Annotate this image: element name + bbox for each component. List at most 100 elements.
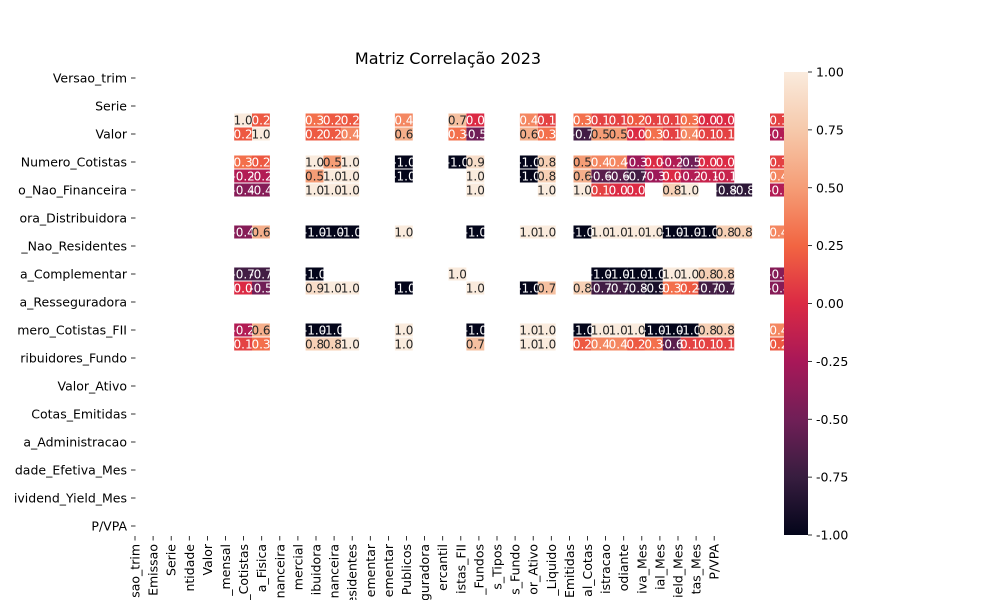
cell-value-label: 1.0 (609, 324, 628, 338)
heatmap-cell (716, 323, 735, 337)
heatmap-cell (519, 113, 538, 127)
cell-value-label: 1.0 (305, 184, 324, 198)
heatmap-cell (573, 127, 592, 141)
cell-value-label: 1.0 (341, 282, 360, 296)
colorbar-tick-label: 0.75 (816, 122, 844, 137)
cell-value-label: -1.0 (589, 268, 612, 282)
colorbar-tick-label: -0.75 (816, 470, 848, 485)
heatmap-cell (537, 155, 556, 169)
row-tick-label: ribuidores_Fundo (20, 351, 127, 366)
cell-value-label: -0.4 (249, 184, 272, 198)
cell-value-label: 1.0 (234, 114, 253, 128)
heatmap-cell (645, 127, 663, 141)
cell-value-label: 1.0 (341, 338, 360, 352)
cell-value-label: 1.0 (448, 268, 467, 282)
cell-value-label: 0.1 (716, 128, 735, 142)
heatmap-cell (680, 337, 699, 351)
cell-value-label: 1.0 (394, 338, 413, 352)
cell-value-label: 0.6 (519, 128, 538, 142)
heatmap-cell (627, 281, 645, 295)
cell-value-label: 0.0 (716, 156, 735, 170)
heatmap-cell (537, 169, 556, 183)
cell-value-label: -0.5 (249, 282, 272, 296)
cell-value-label: -0.9 (642, 282, 665, 296)
column-tick-label: P/VPA (707, 544, 722, 580)
heatmap-cell (466, 113, 485, 127)
cell-value-label: -1.0 (571, 226, 594, 240)
row-tick-label: o_Nao_Financeira (18, 183, 127, 198)
row-tick-label: a_Resseguradora (20, 295, 127, 310)
heatmap-cell (627, 267, 645, 281)
colorbar: 1.00 0.75 0.50 0.25 0.00 -0.25 -0.50 -0.75 -1.00 (784, 65, 848, 543)
heatmap-cell (537, 183, 556, 197)
cell-value-label: 0.1 (698, 338, 717, 352)
heatmap-cell (305, 323, 324, 337)
cell-value-label: 0.1 (644, 114, 663, 128)
cell-value-label: 0.8 (698, 268, 717, 282)
heatmap-cell (680, 267, 699, 281)
colorbar-tick-label: 0.50 (816, 180, 844, 195)
cell-value-label: -1.0 (517, 156, 540, 170)
cell-value-label: -1.0 (660, 324, 683, 338)
cell-value-label: 0.1 (662, 128, 681, 142)
heatmap-cell (680, 225, 699, 239)
cell-value-label: -1.0 (517, 170, 540, 184)
cell-value-label: 0.6 (251, 324, 270, 338)
cell-value-label: -1.0 (642, 268, 665, 282)
cell-value-label: 0.5 (591, 128, 610, 142)
heatmap-cell (662, 127, 681, 141)
heatmap-cell (305, 225, 324, 239)
row-tick-label: Cotas_Emitidas (31, 407, 127, 422)
cell-value-label: 0.0 (662, 170, 681, 184)
heatmap-cell (323, 337, 342, 351)
column-tick-label: ntidade (182, 544, 197, 592)
cell-value-label: 0.4 (769, 170, 788, 184)
heatmap-cell (394, 225, 413, 239)
cell-value-label: -1.0 (606, 268, 629, 282)
cell-value-label: 0.3 (680, 114, 699, 128)
cell-value-label: -1.0 (321, 324, 344, 338)
cell-value-label: 0.9 (466, 156, 485, 170)
cell-value-label: -0.3 (624, 156, 647, 170)
cell-value-label: 0.1 (769, 156, 788, 170)
cell-value-label: -1.0 (464, 324, 487, 338)
heatmap-cell (234, 281, 253, 295)
cell-value-label: 0.2 (251, 114, 270, 128)
cell-value-label: 1.0 (394, 324, 413, 338)
cell-value-label: 0.0 (626, 184, 645, 198)
cell-value-label: -0.1 (714, 170, 737, 184)
row-tick-label: a_Complementar (20, 267, 128, 282)
cell-value-label: 0.2 (626, 338, 645, 352)
heatmap-cell (537, 225, 556, 239)
cell-value-label: -1.0 (303, 268, 326, 282)
cell-value-label: 1.0 (591, 226, 610, 240)
cell-value-label: 1.0 (341, 184, 360, 198)
heatmap-cell (519, 281, 538, 295)
column-tick-label: Valor (200, 543, 215, 575)
heatmap-cell (466, 337, 485, 351)
heatmap-cell (662, 169, 681, 183)
cell-value-label: 0.4 (680, 128, 699, 142)
cell-value-label: -1.0 (571, 324, 594, 338)
heatmap-cell (537, 127, 556, 141)
row-tick-label: Versao_trim (53, 71, 127, 86)
cell-value-label: 0.5 (305, 170, 324, 184)
column-tick-label: ementar (363, 543, 378, 597)
cell-value-label: -0.6 (606, 170, 629, 184)
cell-value-label: -0.8 (731, 184, 754, 198)
cell-value-label: -0.4 (231, 226, 254, 240)
cell-value-label: -1.0 (303, 324, 326, 338)
heatmap-cell (698, 113, 717, 127)
column-tick-label: s_Tipos (490, 544, 505, 590)
column-tick-label: ield_Mes (671, 544, 686, 598)
cell-value-label: 0.7 (448, 114, 467, 128)
heatmap-cell (609, 225, 628, 239)
heatmap-cell (662, 337, 681, 351)
heatmap-cell (573, 155, 592, 169)
cell-value-label: 0.1 (591, 184, 610, 198)
heatmap-cell (770, 323, 788, 337)
heatmap-cell (448, 127, 467, 141)
heatmap-cell (323, 169, 342, 183)
colorbar-tick-label: -0.50 (816, 412, 848, 427)
cell-value-label: 0.3 (251, 338, 270, 352)
